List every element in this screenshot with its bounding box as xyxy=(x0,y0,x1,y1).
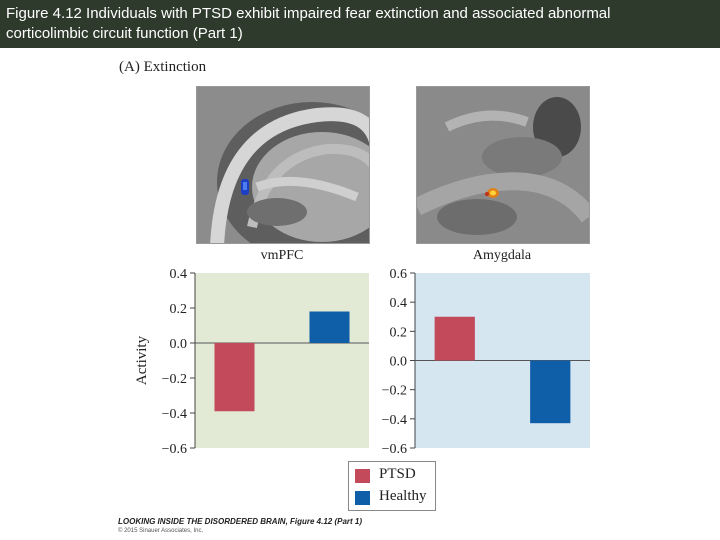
copyright-notice: © 2015 Sinauer Associates, Inc. xyxy=(118,528,204,534)
vmpfc-y-tick-label: 0.4 xyxy=(170,267,188,282)
vmpfc-scan-image xyxy=(196,86,370,244)
vmpfc-y-tick-label: −0.6 xyxy=(162,442,187,457)
amygdala-chart-title: Amygdala xyxy=(472,248,532,263)
vmpfc-bar-chart: 0.4 0.2 0.0 −0.2 −0.4 −0.6 Activity xyxy=(134,267,369,457)
vmpfc-y-axis-label: Activity xyxy=(134,335,150,385)
amygdala-y-tick-label: −0.6 xyxy=(382,442,407,457)
amygdala-y-tick-label: 0.4 xyxy=(390,296,408,311)
figure-title-line-2: corticolimbic circuit function (Part 1) xyxy=(6,25,243,42)
amygdala-y-tick-label: −0.4 xyxy=(382,413,407,428)
legend: PTSD Healthy xyxy=(348,461,436,511)
amygdala-y-tick-label: −0.2 xyxy=(382,384,407,399)
amygdala-bar-ptsd xyxy=(434,316,475,361)
vmpfc-chart-title: vmPFC xyxy=(260,248,304,263)
figure-credit: LOOKING INSIDE THE DISORDERED BRAIN, Fig… xyxy=(118,517,363,526)
vmpfc-y-tick-label: −0.4 xyxy=(162,407,187,422)
amygdala-bar-chart: 0.6 0.4 0.2 0.0 −0.2 −0.4 −0.6 xyxy=(382,267,590,457)
vmpfc-y-tick-label: 0.2 xyxy=(170,302,188,317)
legend-swatch-ptsd xyxy=(355,469,370,483)
vmpfc-y-tick-label: 0.0 xyxy=(170,337,188,352)
vmpfc-bar-ptsd xyxy=(214,343,255,412)
amygdala-y-tick-label: 0.6 xyxy=(390,267,408,282)
title-bar: Figure 4.12 Individuals with PTSD exhibi… xyxy=(0,0,720,48)
amygdala-bar-healthy xyxy=(530,360,571,424)
legend-swatch-healthy xyxy=(355,491,370,505)
amygdala-y-tick-label: 0.0 xyxy=(390,355,408,370)
panel-label: (A) Extinction xyxy=(119,59,207,75)
figure-title-line-1: Figure 4.12 Individuals with PTSD exhibi… xyxy=(6,5,611,22)
legend-label-healthy: Healthy xyxy=(379,488,427,504)
vmpfc-y-tick-label: −0.2 xyxy=(162,372,187,387)
amygdala-scan-image xyxy=(416,86,590,244)
legend-label-ptsd: PTSD xyxy=(379,466,416,482)
vmpfc-bar-healthy xyxy=(309,311,350,343)
amygdala-y-tick-label: 0.2 xyxy=(390,325,408,340)
